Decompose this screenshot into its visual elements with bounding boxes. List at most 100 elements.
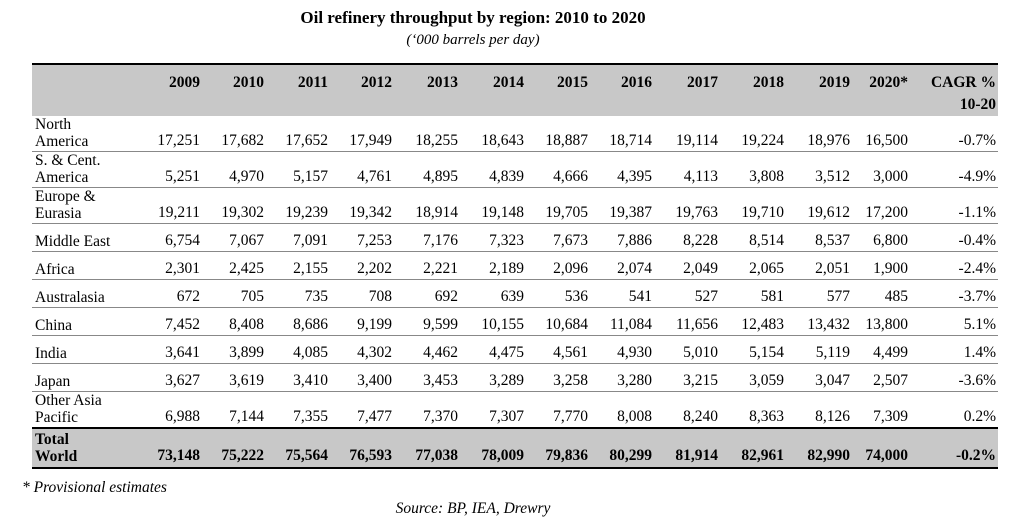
value-cell: 17,682 (221, 132, 264, 149)
value-cell: 4,761 (357, 168, 392, 185)
region-name-line: Other Asia (35, 392, 102, 409)
value-cell: 18,914 (415, 204, 458, 221)
value-cell: 73,148 (144, 428, 202, 468)
value-cell: 705 (240, 288, 264, 305)
value-cell: 2,051 (815, 260, 850, 277)
value-cell: -0.2% (910, 428, 998, 468)
value-cell: 19,612 (807, 204, 850, 221)
region-name: Middle East (32, 224, 144, 252)
value-cell: 7,309 (873, 408, 908, 425)
value-cell: -2.4% (958, 260, 996, 277)
table-title: Oil refinery throughput by region: 2010 … (300, 8, 646, 27)
header-blank (460, 94, 526, 116)
header-blank (32, 94, 144, 116)
value-cell: 78,009 (460, 428, 526, 468)
header-row: 2009 2010 2011 2012 2013 2014 2015 2016 … (32, 64, 998, 94)
refinery-throughput-table: 2009 2010 2011 2012 2013 2014 2015 2016 … (32, 63, 998, 469)
value-cell: 7,355 (293, 408, 328, 425)
column-header: 2009 (144, 64, 202, 94)
region-name: Africa (32, 252, 144, 280)
value-cell: 9,599 (423, 316, 458, 333)
value-cell: 80,299 (590, 428, 654, 468)
value-cell: 12,483 (741, 316, 784, 333)
value-cell: 7,673 (553, 232, 588, 249)
value-cell: 19,710 (741, 204, 784, 221)
value-cell: 8,228 (683, 232, 718, 249)
value-cell: 4,561 (553, 344, 588, 361)
value-cell: 17,949 (349, 132, 392, 149)
region-name-line: Japan (35, 373, 71, 390)
value-cell: 3,280 (617, 372, 652, 389)
region-name: Japan (32, 364, 144, 392)
value-cell: 4,085 (293, 344, 328, 361)
table-row: S. & Cent. America 5,251 4,970 5,157 4,761 4,8… (32, 152, 998, 188)
value-cell: 4,499 (873, 344, 908, 361)
region-name-line: America (35, 133, 89, 150)
region-name: Total World (32, 428, 144, 468)
region-name-line: Pacific (35, 409, 79, 426)
value-cell: 8,537 (815, 232, 850, 249)
value-cell: -4.9% (958, 168, 996, 185)
table-row: Australasia 672 705 735 708 692 639 536 541 527 58… (32, 280, 998, 308)
value-cell: 708 (368, 288, 392, 305)
value-cell: 4,475 (489, 344, 524, 361)
value-cell: 3,619 (229, 372, 264, 389)
region-name: China (32, 308, 144, 336)
column-header: 2018 (720, 64, 786, 94)
value-cell: 4,930 (617, 344, 652, 361)
region-name: North America (32, 116, 144, 152)
value-cell: 2,507 (873, 372, 908, 389)
value-cell: 4,895 (423, 168, 458, 185)
value-cell: -0.7% (958, 132, 996, 149)
value-cell: 8,408 (229, 316, 264, 333)
value-cell: 8,363 (749, 408, 784, 425)
value-cell: 19,239 (285, 204, 328, 221)
value-cell: 19,211 (157, 204, 200, 221)
value-cell: 527 (694, 288, 718, 305)
value-cell: 5,154 (749, 344, 784, 361)
value-cell: 6,800 (873, 232, 908, 249)
region-name: Europe & Eurasia (32, 188, 144, 224)
column-header: 2012 (330, 64, 394, 94)
value-cell: 4,395 (617, 168, 652, 185)
footnote: * Provisional estimates (22, 479, 167, 496)
value-cell: 13,432 (807, 316, 850, 333)
value-cell: 2,221 (423, 260, 458, 277)
value-cell: 3,000 (873, 168, 908, 185)
value-cell: 7,370 (423, 408, 458, 425)
value-cell: 2,065 (749, 260, 784, 277)
value-cell: 18,976 (807, 132, 850, 149)
value-cell: 6,988 (165, 408, 200, 425)
column-header: 2015 (526, 64, 590, 94)
region-name: Other Asia Pacific (32, 392, 144, 429)
value-cell: 4,839 (489, 168, 524, 185)
value-cell: 7,452 (165, 316, 200, 333)
value-cell: 17,652 (285, 132, 328, 149)
region-name-line: S. & Cent. (35, 152, 101, 169)
region-name-line: Middle East (35, 233, 111, 250)
value-cell: 5,157 (293, 168, 328, 185)
value-cell: 11,084 (609, 316, 652, 333)
value-cell: 7,144 (229, 408, 264, 425)
value-cell: 19,705 (545, 204, 588, 221)
value-cell: 536 (564, 288, 588, 305)
value-cell: 541 (628, 288, 652, 305)
value-cell: 8,008 (617, 408, 652, 425)
value-cell: 639 (500, 288, 524, 305)
value-cell: 1,900 (873, 260, 908, 277)
header-blank (266, 94, 330, 116)
column-header: 2014 (460, 64, 526, 94)
source-note: Source: BP, IEA, Drewry (395, 500, 551, 517)
value-cell: 5,010 (683, 344, 718, 361)
header-blank (526, 94, 590, 116)
region-name-line: Africa (35, 261, 75, 278)
value-cell: 8,240 (683, 408, 718, 425)
header-blank (144, 94, 202, 116)
value-cell: 16,500 (865, 132, 908, 149)
region-name-line: Europe & (35, 188, 96, 205)
header-blank (590, 94, 654, 116)
value-cell: 19,387 (609, 204, 652, 221)
value-cell: 3,289 (489, 372, 524, 389)
region-name-line: Eurasia (35, 205, 82, 222)
value-cell: 3,047 (815, 372, 850, 389)
